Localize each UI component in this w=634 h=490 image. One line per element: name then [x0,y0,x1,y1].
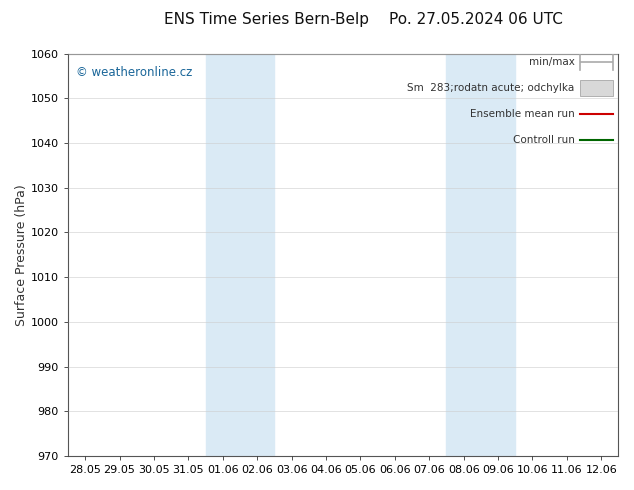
Text: Ensemble mean run: Ensemble mean run [470,109,574,119]
Text: min/max: min/max [529,57,574,67]
Text: Sm  283;rodatn acute; odchylka: Sm 283;rodatn acute; odchylka [407,83,574,93]
Text: Controll run: Controll run [512,135,574,145]
Bar [205,53,275,456]
Y-axis label: Surface Pressure (hPa): Surface Pressure (hPa) [15,184,28,326]
FancyBboxPatch shape [580,80,613,96]
Bar [446,53,515,456]
Text: Po. 27.05.2024 06 UTC: Po. 27.05.2024 06 UTC [389,12,562,27]
Text: © weatheronline.cz: © weatheronline.cz [76,66,193,79]
Text: ENS Time Series Bern-Belp: ENS Time Series Bern-Belp [164,12,369,27]
